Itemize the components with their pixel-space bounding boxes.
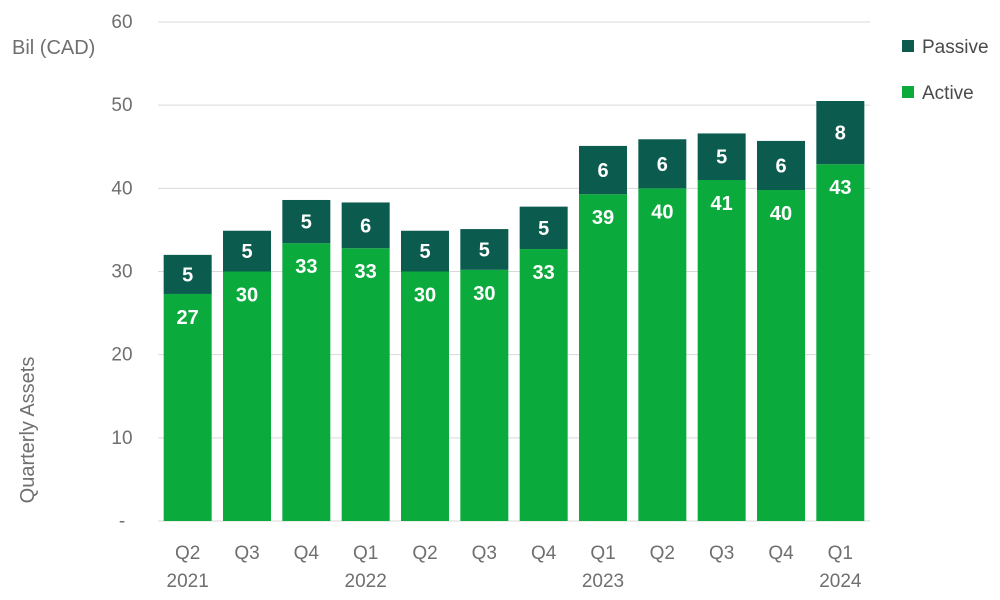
bar-active (341, 248, 390, 522)
data-label-passive: 6 (360, 215, 371, 237)
bar-active (460, 269, 509, 521)
x-tick-quarter: Q3 (472, 543, 497, 564)
bar-active (757, 189, 805, 521)
y-tick-label: 10 (111, 428, 132, 449)
gridlines (158, 21, 870, 522)
x-tick-quarter: Q2 (650, 543, 675, 564)
data-label-active: 27 (177, 307, 199, 329)
bar-passive (282, 199, 331, 244)
y-tick-label: 50 (111, 95, 132, 116)
bar-passive (401, 230, 449, 272)
legend-swatch-active (902, 86, 914, 98)
unit-label: Bil (CAD) (12, 37, 95, 59)
y-tick-label: - (119, 511, 125, 532)
x-tick-quarter: Q1 (590, 543, 615, 564)
x-tick-quarter: Q2 (175, 543, 200, 564)
bar-passive (460, 229, 509, 270)
y-tick-label: 40 (111, 178, 132, 199)
x-tick-quarter: Q1 (353, 543, 378, 564)
data-label-active: 33 (295, 256, 317, 278)
data-label-passive: 5 (716, 147, 727, 169)
data-label-passive: 5 (479, 239, 490, 261)
x-tick-year: 2023 (582, 571, 624, 592)
y-tick-label: 30 (111, 262, 132, 283)
bar-active (282, 243, 331, 521)
bar-passive (757, 140, 805, 190)
x-tick-quarter: Q4 (768, 543, 794, 564)
data-label-active: 30 (414, 285, 436, 307)
bar-passive (519, 206, 568, 250)
data-label-active: 33 (533, 262, 555, 284)
y-tick-label: 20 (111, 345, 132, 366)
y-tick-label: 60 (111, 12, 132, 33)
x-tick-year: 2022 (345, 571, 387, 592)
data-label-passive: 5 (241, 241, 252, 263)
data-label-passive: 6 (775, 155, 786, 177)
bar-active (638, 188, 687, 522)
data-label-active: 33 (355, 261, 377, 283)
bar-passive (579, 145, 627, 195)
y-axis-label: Quarterly Assets (17, 357, 39, 504)
legend: Passive Active (902, 37, 989, 104)
bars: 27 5 30 5 33 5 33 6 30 5 30 5 33 5 39 6 40 6 41 5 40 6 43 8 (163, 101, 865, 522)
data-label-active: 30 (236, 285, 258, 307)
x-axis-ticks: Q2 2021 Q3 Q4 Q1 2022 Q2 Q3 Q4 Q1 2023 Q2 Q3 Q4 Q1 2024 (167, 543, 862, 592)
data-label-passive: 5 (538, 218, 549, 240)
data-label-passive: 5 (301, 212, 312, 234)
bar-passive (163, 254, 212, 294)
x-tick-year: 2024 (819, 571, 862, 592)
bar-passive (638, 139, 687, 189)
data-label-active: 40 (651, 201, 673, 223)
y-axis-ticks: - 10 20 30 40 50 60 (111, 12, 132, 532)
x-tick-quarter: Q4 (294, 543, 320, 564)
bar-active (697, 180, 746, 521)
data-label-passive: 6 (657, 154, 668, 176)
x-tick-quarter: Q3 (234, 543, 259, 564)
data-label-passive: 5 (182, 264, 193, 286)
data-label-active: 41 (711, 193, 733, 215)
bar-active (519, 249, 568, 522)
data-label-passive: 8 (835, 123, 846, 145)
bar-passive (223, 230, 271, 272)
x-tick-quarter: Q2 (412, 543, 437, 564)
x-tick-quarter: Q1 (828, 543, 853, 564)
data-label-passive: 6 (597, 160, 608, 182)
bar-active (579, 194, 627, 521)
data-label-active: 43 (829, 177, 851, 199)
legend-label-active: Active (922, 83, 974, 104)
bar-active (401, 271, 449, 521)
bar-active (223, 271, 271, 521)
bar-passive (697, 133, 746, 181)
bar-active (163, 293, 212, 521)
bar-passive (341, 202, 390, 249)
x-tick-quarter: Q3 (709, 543, 734, 564)
data-label-passive: 5 (419, 241, 430, 263)
x-tick-quarter: Q4 (531, 543, 557, 564)
bar-passive (816, 101, 865, 165)
data-label-active: 39 (592, 207, 614, 229)
bar-active (816, 164, 865, 521)
data-label-active: 40 (770, 203, 792, 225)
legend-swatch-passive (902, 40, 914, 52)
data-label-active: 30 (473, 283, 495, 305)
legend-label-passive: Passive (922, 37, 989, 58)
x-tick-year: 2021 (167, 571, 209, 592)
